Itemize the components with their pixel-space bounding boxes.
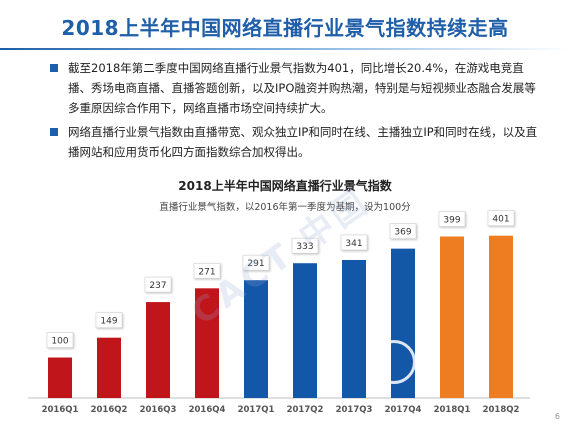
- bar: [440, 236, 464, 398]
- x-tick-label: 2016Q1: [42, 405, 79, 415]
- data-label: 401: [492, 215, 509, 225]
- data-label: 333: [296, 242, 313, 252]
- data-label-box: [291, 237, 319, 254]
- data-label-box: [340, 234, 368, 251]
- data-label-box: [144, 276, 172, 293]
- bar: [97, 337, 121, 398]
- bullet-list: 截至2018年第二季度中国网络直播行业景气指数为401，同比增长20.4%，在游…: [50, 58, 545, 166]
- x-tick-label: 2018Q1: [434, 405, 471, 415]
- data-label-box: [438, 211, 466, 227]
- x-tick-label: 2016Q4: [189, 405, 226, 415]
- x-tick-label: 2016Q2: [91, 405, 128, 415]
- data-label-box: [242, 254, 270, 271]
- bullet-text: 截至2018年第二季度中国网络直播行业景气指数为401，同比增长20.4%，在游…: [68, 61, 536, 115]
- bar: [244, 280, 268, 398]
- data-label: 341: [345, 239, 362, 249]
- x-tick-label: 2018Q2: [483, 405, 520, 415]
- bar: [342, 259, 366, 398]
- chart-title: 2018上半年中国网络直播行业景气指数: [178, 179, 392, 193]
- data-label-box: [193, 263, 221, 279]
- data-label: 369: [394, 228, 411, 238]
- x-tick-label: 2017Q2: [287, 405, 324, 415]
- bullet-item: 网络直播行业景气指数由直播带宽、观众独立IP和同时在线、主播独立IP和同时在线，…: [50, 122, 545, 162]
- bar: [489, 235, 513, 398]
- data-label: 237: [149, 281, 166, 291]
- x-tick-label: 2017Q1: [238, 405, 275, 415]
- data-label: 291: [247, 259, 264, 269]
- data-label: 100: [51, 337, 68, 347]
- data-label-box: [95, 312, 123, 328]
- data-label-box: [46, 332, 74, 348]
- bar: [48, 357, 72, 398]
- title-divider: [0, 48, 570, 50]
- square-bullet-icon: [50, 128, 58, 136]
- bullet-item: 截至2018年第二季度中国网络直播行业景气指数为401，同比增长20.4%，在游…: [50, 58, 545, 118]
- bar: [391, 248, 415, 398]
- data-label: 271: [198, 267, 215, 277]
- page-number: 6: [554, 412, 560, 421]
- square-bullet-icon: [50, 64, 58, 72]
- bar: [195, 288, 219, 398]
- chart-subtitle: 直播行业景气指数，以2016年第一季度为基期，设为100分: [159, 202, 411, 213]
- slide-title: 2018上半年中国网络直播行业景气指数持续走高: [61, 16, 509, 40]
- x-tick-label: 2017Q4: [385, 405, 422, 415]
- bar: [146, 302, 170, 398]
- bar: [293, 263, 317, 398]
- data-label-box: [389, 223, 417, 239]
- data-label: 399: [443, 216, 460, 226]
- x-tick-label: 2016Q3: [140, 405, 177, 415]
- data-label: 149: [100, 317, 117, 327]
- bullet-text: 网络直播行业景气指数由直播带宽、观众独立IP和同时在线、主播独立IP和同时在线，…: [68, 125, 538, 159]
- x-tick-label: 2017Q3: [336, 405, 373, 415]
- data-label-box: [487, 210, 515, 226]
